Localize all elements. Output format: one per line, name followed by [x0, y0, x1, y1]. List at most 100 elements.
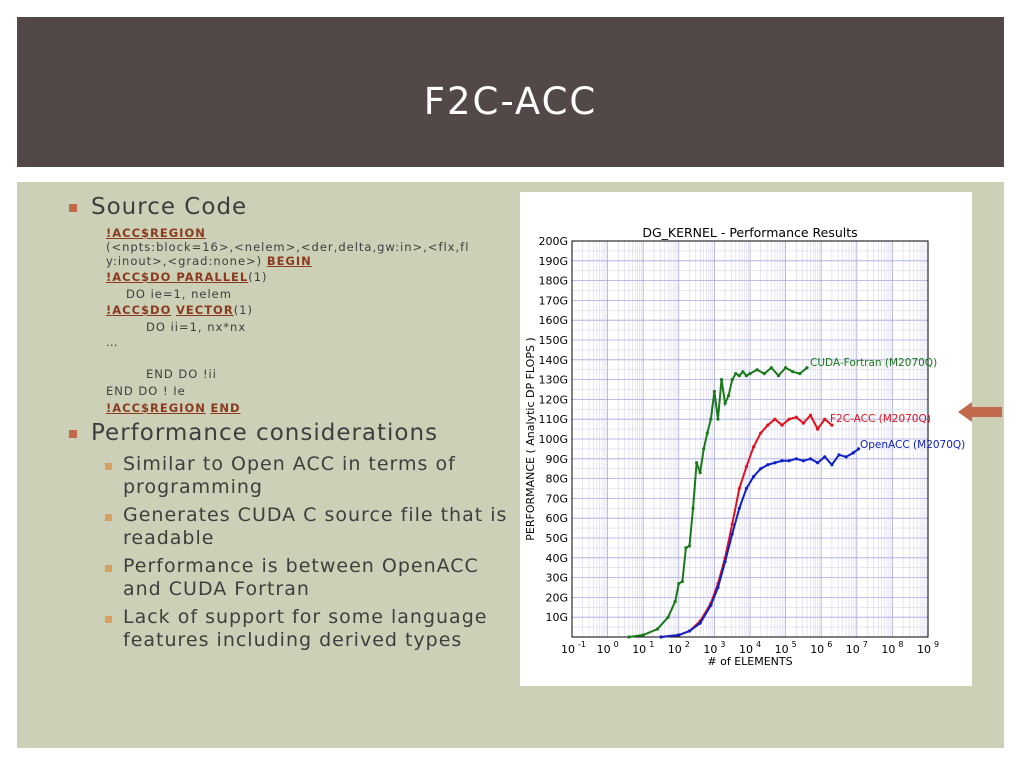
- y-tick-label: 50G: [545, 532, 568, 545]
- series-point: [727, 393, 731, 398]
- series-point: [737, 486, 741, 491]
- code-line: END DO !ii: [146, 367, 217, 381]
- title-bar: F2C-ACC: [17, 17, 1004, 167]
- series-point: [712, 389, 716, 394]
- x-tick-exponent: 1: [649, 640, 654, 649]
- series-point: [830, 423, 834, 427]
- x-tick-label: 10: [703, 643, 717, 656]
- series-point: [684, 546, 688, 550]
- series-point: [784, 366, 788, 370]
- chart-title: DG_KERNEL - Performance Results: [642, 225, 857, 240]
- series-point: [851, 451, 855, 455]
- code-line: !ACC$DO PARALLEL(1): [106, 270, 268, 284]
- y-tick-label: 10G: [545, 611, 568, 624]
- x-tick-label: 10: [668, 643, 682, 656]
- plot-frame: [571, 240, 929, 638]
- y-tick-label: 40G: [545, 552, 568, 565]
- code-line: y:inout>,<grad:none>) BEGIN: [106, 254, 312, 268]
- series-point: [751, 475, 756, 479]
- series-point: [673, 599, 677, 603]
- series-point: [680, 579, 684, 584]
- slide-title: F2C-ACC: [423, 80, 598, 123]
- series-point: [773, 417, 777, 421]
- sub-bullet-icon: [105, 616, 112, 623]
- series-point: [730, 522, 734, 526]
- series-point: [808, 413, 813, 417]
- y-tick-label: 60G: [545, 512, 568, 525]
- y-tick-label: 180G: [538, 275, 568, 288]
- x-tick-exponent: -1: [578, 640, 586, 649]
- series-point: [808, 457, 813, 461]
- x-tick-exponent: 5: [792, 640, 797, 649]
- code-line: !ACC$REGION END: [106, 401, 241, 415]
- series-point: [627, 635, 631, 639]
- series-point: [801, 459, 805, 463]
- x-tick-exponent: 8: [898, 640, 903, 649]
- x-tick-label: 10: [561, 643, 575, 656]
- y-tick-label: 130G: [538, 374, 568, 387]
- series-point: [759, 431, 763, 435]
- series-point: [698, 471, 702, 475]
- series-point: [751, 445, 756, 449]
- y-tick-label: 80G: [545, 473, 568, 486]
- x-tick-label: 10: [846, 643, 860, 656]
- series-line: [660, 448, 860, 638]
- x-tick-label: 10: [597, 643, 611, 656]
- y-tick-label: 110G: [538, 413, 568, 426]
- y-tick-label: 70G: [545, 492, 568, 505]
- x-tick-label: 10: [632, 643, 646, 656]
- series-label: CUDA-Fortran (M2070Q): [810, 357, 937, 369]
- x-tick-label: 10: [917, 643, 931, 656]
- left-arrow-icon: [958, 402, 1002, 422]
- perf-item: Similar to Open ACC in terms of programm…: [123, 453, 456, 498]
- series-point: [677, 633, 681, 637]
- series-point: [687, 544, 692, 548]
- series-point: [759, 467, 763, 471]
- series-point: [780, 423, 784, 427]
- perf-item: Generates CUDA C source file that is rea…: [123, 504, 508, 549]
- x-tick-exponent: 7: [863, 640, 868, 649]
- series-point: [769, 366, 773, 370]
- series-point: [780, 459, 784, 463]
- x-axis-label: # of ELEMENTS: [707, 655, 792, 668]
- series-point: [691, 506, 695, 510]
- series-point: [755, 368, 759, 372]
- series-point: [830, 463, 834, 467]
- y-tick-label: 150G: [538, 334, 568, 347]
- series-point: [823, 455, 827, 459]
- series-point: [719, 378, 724, 382]
- x-tick-label: 10: [881, 643, 895, 656]
- series-point: [844, 455, 848, 459]
- y-axis-label: PERFORMANCE ( Analytic DP FLOPS ): [524, 337, 537, 540]
- y-tick-label: 200G: [538, 235, 568, 248]
- series-point: [659, 635, 663, 639]
- series-point: [695, 461, 699, 465]
- perf-item: Lack of support for some language featur…: [123, 606, 488, 651]
- sub-bullet-icon: [105, 565, 112, 572]
- x-tick-exponent: 3: [720, 640, 725, 649]
- series-point: [794, 457, 798, 461]
- code-line: !ACC$DO VECTOR(1): [106, 303, 253, 317]
- series-point: [705, 431, 709, 435]
- series-point: [730, 378, 734, 382]
- series-point: [744, 465, 749, 469]
- y-tick-label: 190G: [538, 255, 568, 268]
- series-point: [805, 366, 809, 370]
- series-line: [660, 413, 833, 638]
- x-tick-exponent: 9: [934, 640, 939, 649]
- x-tick-exponent: 2: [685, 640, 690, 649]
- series-point: [787, 459, 791, 463]
- series-point: [730, 532, 734, 536]
- performance-heading: Performance considerations: [91, 420, 439, 446]
- series-point: [723, 401, 727, 405]
- series-point: [791, 370, 795, 374]
- series-point: [687, 629, 692, 633]
- bullet-icon: [69, 430, 83, 444]
- series-point: [776, 374, 781, 378]
- code-line: DO ii=1, nx*nx: [146, 320, 247, 334]
- series-point: [641, 633, 645, 637]
- series-point: [798, 372, 802, 376]
- bullet-icon: [69, 204, 83, 218]
- series-point: [801, 421, 805, 425]
- series-point: [766, 423, 770, 427]
